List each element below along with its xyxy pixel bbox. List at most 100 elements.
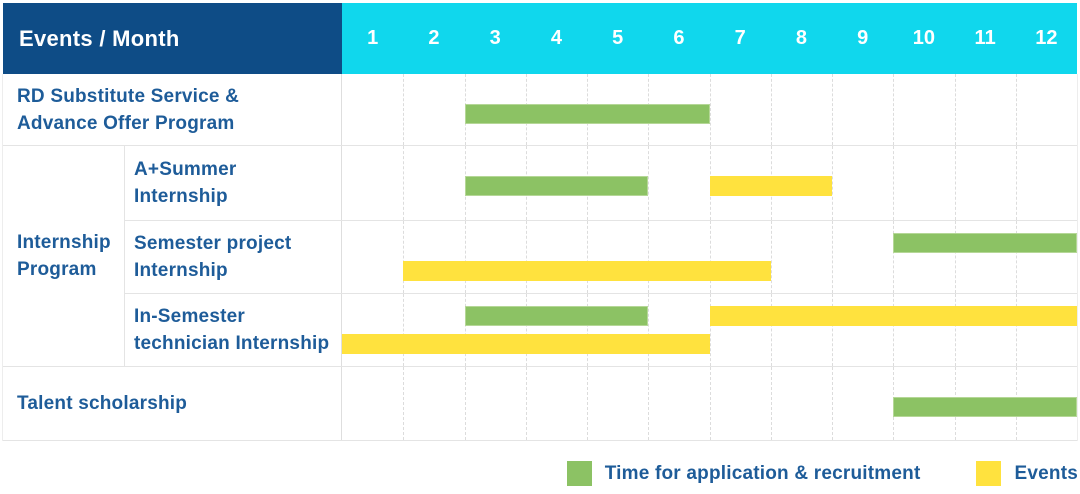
- month-gridline: [893, 74, 895, 145]
- month-gridline: [709, 74, 711, 145]
- row-label-line: In-Semester: [134, 306, 245, 327]
- month-gridline: [587, 367, 588, 440]
- month-gridline: [954, 294, 956, 366]
- timeline-in-semester-technician-internship: [342, 294, 1077, 366]
- group-label-internship-program: Internship Program: [3, 146, 125, 366]
- month-gridline: [648, 367, 650, 440]
- month-gridline: [954, 221, 956, 293]
- gantt-bar-yellow: [709, 176, 832, 196]
- month-gridline: [709, 294, 711, 366]
- month-gridline: [403, 367, 405, 440]
- month-gridline: [1015, 221, 1017, 293]
- month-header-6: 6: [673, 27, 685, 49]
- row-label-line: A+Summer: [134, 159, 237, 180]
- month-header-7: 7: [734, 27, 746, 49]
- month-gridline: [832, 146, 833, 220]
- month-gridline: [832, 367, 833, 440]
- row-label-line: Advance Offer Program: [17, 112, 235, 134]
- gantt-bar-green: [464, 176, 649, 196]
- month-gridline: [954, 146, 956, 220]
- gantt-bar-green: [464, 104, 710, 124]
- row-semester-project-internship: Semester project Internship: [125, 221, 1077, 294]
- month-gridline: [770, 221, 772, 293]
- row-label-in-semester-technician-internship: In-Semester technician Internship: [125, 294, 342, 366]
- month-header-4: 4: [550, 27, 562, 49]
- timeline-talent-scholarship: [342, 367, 1077, 440]
- month-gridline: [464, 221, 466, 293]
- month-gridline: [1015, 146, 1017, 220]
- row-label-line: Internship: [134, 186, 228, 207]
- row-label-line: technician Internship: [134, 333, 330, 354]
- legend-label-application-recruitment: Time for application & recruitment: [604, 462, 921, 484]
- month-gridline: [648, 294, 650, 366]
- month-gridline: [525, 367, 527, 440]
- month-gridline: [770, 294, 772, 366]
- month-gridline: [832, 294, 833, 366]
- header-events-month: Events / Month: [3, 3, 342, 74]
- legend-label-events: Events: [1014, 462, 1078, 484]
- month-gridline: [954, 74, 956, 145]
- gantt-bar-green: [464, 306, 649, 326]
- month-gridline: [893, 146, 895, 220]
- gantt-bar-yellow: [403, 261, 771, 281]
- row-in-semester-technician-internship: In-Semester technician Internship: [125, 294, 1077, 366]
- table-body: RD Substitute Service & Advance Offer Pr…: [2, 74, 1078, 441]
- gantt-bar-green: [893, 233, 1077, 253]
- timeline-a-plus-summer-internship: [342, 146, 1077, 220]
- timeline-semester-project-internship: [342, 221, 1077, 293]
- schedule-table: Events / Month 1 2 3 4 5 6 7 8 9 10 11 1…: [2, 3, 1078, 441]
- month-gridline: [770, 74, 772, 145]
- month-gridline: [709, 221, 711, 293]
- legend-swatch-yellow: [976, 461, 1002, 486]
- month-header-1: 1: [367, 27, 379, 49]
- month-gridline: [403, 146, 405, 220]
- month-header-8: 8: [795, 27, 807, 49]
- row-label-rd-substitute-service: RD Substitute Service & Advance Offer Pr…: [3, 74, 342, 145]
- month-header-2: 2: [428, 27, 440, 49]
- month-gridline: [770, 367, 772, 440]
- legend-swatch-green: [566, 461, 592, 486]
- month-header-9: 9: [857, 27, 869, 49]
- month-gridline: [709, 367, 711, 440]
- group-internship-program: Internship Program A+Summer Internship S…: [3, 146, 1077, 367]
- gantt-bar-green: [893, 397, 1077, 417]
- timeline-rd-substitute-service: [342, 74, 1077, 145]
- month-gridline: [587, 294, 588, 366]
- month-gridline: [648, 221, 650, 293]
- month-gridline: [464, 294, 466, 366]
- month-gridline: [832, 74, 833, 145]
- month-gridline: [464, 367, 466, 440]
- month-gridline: [1015, 294, 1017, 366]
- group-label-line: Program: [17, 259, 97, 280]
- month-gridline: [893, 221, 895, 293]
- group-label-line: Internship: [17, 232, 111, 253]
- month-gridline: [403, 74, 405, 145]
- month-header-10: 10: [912, 27, 935, 49]
- month-gridline: [525, 221, 527, 293]
- month-header-3: 3: [489, 27, 501, 49]
- month-header-5: 5: [612, 27, 624, 49]
- month-gridline: [525, 294, 527, 366]
- gantt-bar-yellow: [342, 334, 710, 354]
- month-header-11: 11: [974, 27, 996, 49]
- month-gridline: [403, 294, 405, 366]
- row-talent-scholarship: Talent scholarship: [3, 367, 1077, 441]
- month-gridline: [1015, 74, 1017, 145]
- row-a-plus-summer-internship: A+Summer Internship: [125, 146, 1077, 221]
- row-label-line: Talent scholarship: [17, 393, 188, 414]
- month-gridline: [403, 221, 405, 293]
- chart-legend: Time for application & recruitment Event…: [566, 461, 1078, 486]
- row-label-semester-project-internship: Semester project Internship: [125, 221, 342, 293]
- gantt-bar-yellow: [709, 306, 1077, 326]
- row-label-line: Internship: [134, 260, 228, 281]
- month-header-12: 12: [1035, 27, 1058, 49]
- month-gridline: [893, 294, 895, 366]
- month-gridline: [648, 146, 650, 220]
- table-header-row: Events / Month 1 2 3 4 5 6 7 8 9 10 11 1…: [2, 3, 1078, 74]
- legend-item-events: Events: [976, 461, 1078, 486]
- month-gridline: [587, 221, 588, 293]
- row-label-line: Semester project: [134, 233, 292, 254]
- legend-item-application-recruitment: Time for application & recruitment: [566, 461, 921, 486]
- row-rd-substitute-service: RD Substitute Service & Advance Offer Pr…: [3, 74, 1077, 146]
